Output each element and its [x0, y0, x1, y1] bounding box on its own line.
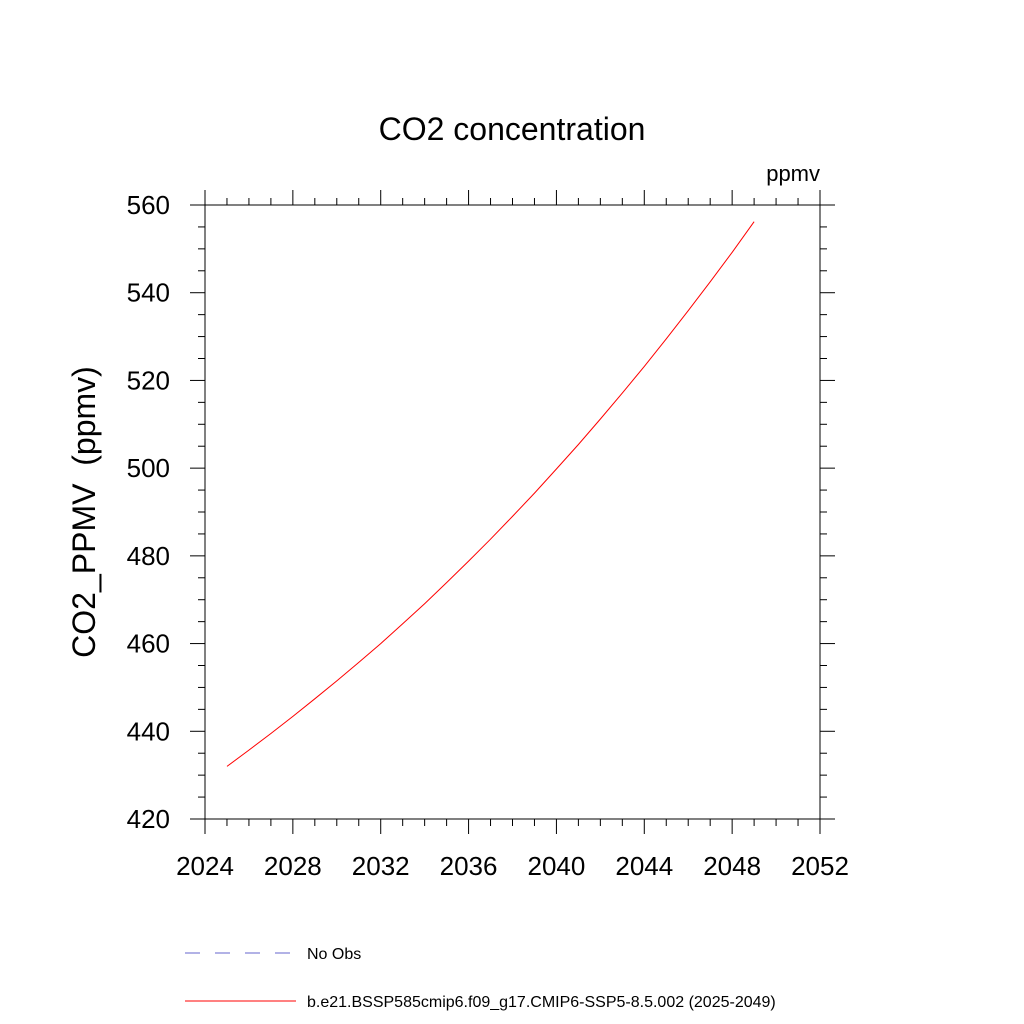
- x-tick-label: 2032: [352, 851, 410, 881]
- x-tick-label: 2040: [528, 851, 586, 881]
- legend-label: b.e21.BSSP585cmip6.f09_g17.CMIP6-SSP5-8.…: [307, 994, 776, 1011]
- x-tick-label: 2024: [176, 851, 234, 881]
- y-axis-label: CO2_PPMV (ppmv): [66, 366, 102, 658]
- legend: No Obs b.e21.BSSP585cmip6.f09_g17.CMIP6-S…: [185, 946, 776, 1011]
- y-tick-label: 520: [127, 365, 170, 395]
- plot-frame: [204, 204, 821, 820]
- y-tick-label: 460: [127, 629, 170, 659]
- x-tick-label: 2028: [264, 851, 322, 881]
- series-layer: [226, 221, 755, 767]
- y-tick-label: 560: [127, 190, 170, 220]
- y-tick-label: 420: [127, 804, 170, 834]
- x-tick-label: 2052: [791, 851, 849, 881]
- y-tick-label: 500: [127, 453, 170, 483]
- x-tick-label: 2044: [615, 851, 673, 881]
- y-tick-label: 480: [127, 541, 170, 571]
- series-line: [226, 221, 755, 767]
- y-tick-label: 540: [127, 278, 170, 308]
- chart-title: CO2 concentration: [379, 111, 646, 147]
- legend-label: No Obs: [307, 946, 361, 963]
- y-tick-label: 440: [127, 716, 170, 746]
- x-tick-label: 2048: [703, 851, 761, 881]
- units-label: ppmv: [766, 161, 820, 186]
- x-tick-label: 2036: [440, 851, 498, 881]
- ticks-layer: 2024 2028 2032 2036 2040 2044 2048 2052 420 440 46…: [127, 190, 849, 881]
